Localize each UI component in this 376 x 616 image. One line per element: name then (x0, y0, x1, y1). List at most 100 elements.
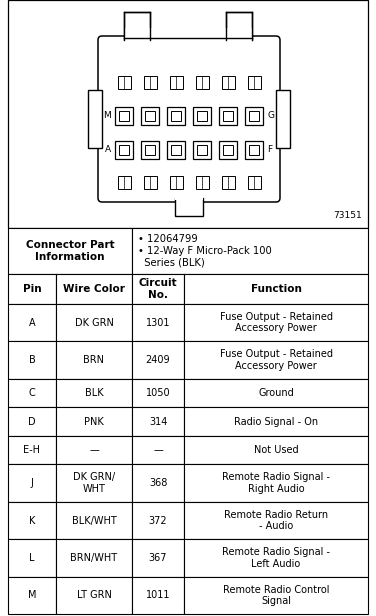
Text: 1301: 1301 (146, 318, 170, 328)
Text: BRN/WHT: BRN/WHT (70, 553, 118, 563)
Bar (119, 111, 129, 121)
Bar (223, 111, 233, 121)
Text: C: C (29, 388, 35, 398)
Text: F: F (267, 145, 272, 155)
Text: Radio Signal - On: Radio Signal - On (234, 416, 318, 427)
Bar (193, 107, 211, 125)
Bar (117, 76, 130, 89)
Bar (132, 274, 184, 304)
Bar (132, 436, 184, 464)
Bar (88, 90, 102, 148)
Text: 314: 314 (149, 416, 167, 427)
Bar (219, 107, 237, 125)
Bar (249, 145, 259, 155)
Bar (184, 502, 368, 539)
Bar (145, 111, 155, 121)
Bar (56, 436, 132, 464)
Text: L: L (29, 553, 35, 563)
Text: Pin: Pin (23, 284, 41, 294)
Text: DK GRN: DK GRN (74, 318, 114, 328)
Bar (249, 111, 259, 121)
Bar (8, 274, 56, 304)
Text: M: M (28, 590, 36, 601)
Bar (184, 464, 368, 502)
Bar (132, 341, 184, 379)
Text: D: D (28, 416, 36, 427)
Bar (8, 228, 132, 274)
Text: A: A (29, 318, 35, 328)
Bar (219, 141, 237, 159)
Text: J: J (30, 478, 33, 488)
Bar (56, 464, 132, 502)
Text: K: K (29, 516, 35, 525)
Bar (223, 145, 233, 155)
Text: 1011: 1011 (146, 590, 170, 601)
Bar (170, 176, 182, 188)
Bar (8, 502, 56, 539)
Bar (132, 304, 184, 341)
Bar (197, 145, 207, 155)
Bar (184, 304, 368, 341)
Bar (247, 176, 261, 188)
Text: B: B (29, 355, 35, 365)
Text: Remote Radio Signal -
Right Audio: Remote Radio Signal - Right Audio (222, 472, 330, 494)
Bar (184, 341, 368, 379)
Bar (245, 107, 263, 125)
Text: 2409: 2409 (146, 355, 170, 365)
Text: 368: 368 (149, 478, 167, 488)
Bar (221, 76, 235, 89)
Bar (141, 107, 159, 125)
Text: Remote Radio Signal -
Left Audio: Remote Radio Signal - Left Audio (222, 547, 330, 569)
Text: Not Used: Not Used (254, 445, 298, 455)
Text: LT GRN: LT GRN (77, 590, 111, 601)
Bar (8, 341, 56, 379)
Bar (115, 141, 133, 159)
Bar (8, 464, 56, 502)
Text: Fuse Output - Retained
Accessory Power: Fuse Output - Retained Accessory Power (220, 312, 332, 333)
Bar (119, 145, 129, 155)
Bar (8, 0, 368, 228)
Bar (184, 407, 368, 436)
Text: Remote Radio Return
- Audio: Remote Radio Return - Audio (224, 510, 328, 532)
Text: Function: Function (250, 284, 302, 294)
Bar (226, 12, 252, 40)
Text: E-H: E-H (23, 445, 41, 455)
Bar (56, 577, 132, 614)
Bar (56, 539, 132, 577)
Bar (132, 502, 184, 539)
Bar (184, 274, 368, 304)
Text: —: — (89, 445, 99, 455)
Bar (115, 107, 133, 125)
Bar (132, 464, 184, 502)
Bar (170, 76, 182, 89)
Bar (184, 379, 368, 407)
Bar (175, 194, 203, 200)
Bar (8, 407, 56, 436)
Text: BLK/WHT: BLK/WHT (71, 516, 117, 525)
Bar (8, 304, 56, 341)
Text: Circuit
No.: Circuit No. (139, 278, 177, 300)
Bar (197, 111, 207, 121)
Bar (144, 176, 156, 188)
Bar (8, 436, 56, 464)
Bar (8, 379, 56, 407)
Bar (175, 198, 203, 216)
Bar (124, 28, 252, 42)
Text: M: M (103, 111, 111, 121)
Text: • 12064799
• 12-Way F Micro-Pack 100
  Series (BLK): • 12064799 • 12-Way F Micro-Pack 100 Ser… (138, 234, 272, 267)
Text: Wire Color: Wire Color (63, 284, 125, 294)
Bar (117, 176, 130, 188)
Bar (171, 145, 181, 155)
Text: PNK: PNK (84, 416, 104, 427)
Text: 372: 372 (149, 516, 167, 525)
Text: G: G (267, 111, 274, 121)
Bar (167, 141, 185, 159)
Bar (8, 577, 56, 614)
Text: Fuse Output - Retained
Accessory Power: Fuse Output - Retained Accessory Power (220, 349, 332, 371)
Bar (56, 407, 132, 436)
Text: —: — (153, 445, 163, 455)
Bar (221, 176, 235, 188)
Text: A: A (105, 145, 111, 155)
Text: Ground: Ground (258, 388, 294, 398)
Bar (132, 407, 184, 436)
